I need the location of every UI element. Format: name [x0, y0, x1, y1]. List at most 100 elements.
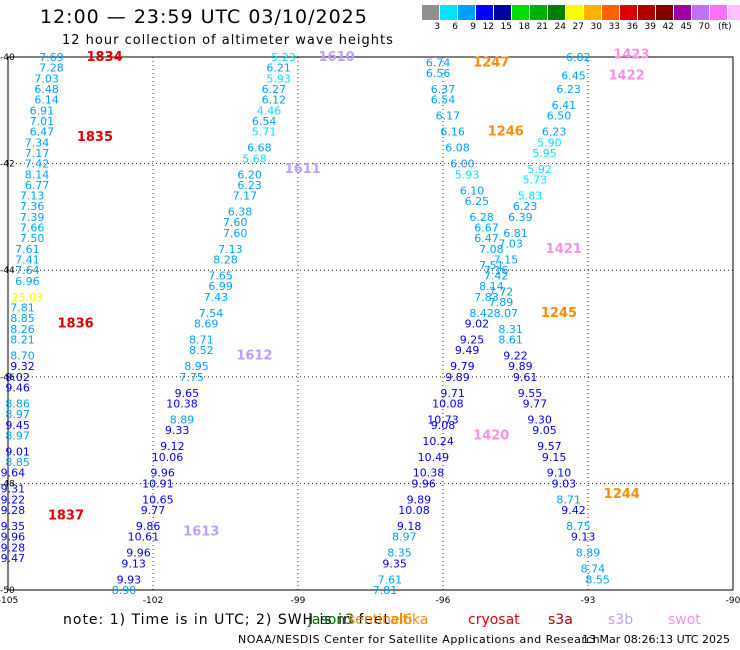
swh-data-label: 9.46 — [5, 381, 30, 394]
legend-label: 21 — [536, 22, 548, 32]
swh-data-label: 9.89 — [407, 493, 432, 506]
swh-data-label: 7.72 — [489, 286, 514, 299]
swh-data-label: 7.69 — [39, 51, 64, 64]
swh-data-label: 5.68 — [242, 152, 267, 165]
legend-swatch — [656, 5, 674, 20]
swh-data-label: 9.32 — [10, 360, 35, 373]
chart-title: 12:00 — 23:59 UTC 03/10/2025 — [40, 6, 368, 28]
satellite-legend-cryosat: cryosat — [468, 612, 520, 628]
swh-data-label: 9.08 — [431, 419, 456, 432]
swh-data-label: 6.47 — [30, 126, 55, 139]
y-tick-label: -50 — [0, 586, 15, 596]
swh-data-label: 8.75 — [566, 520, 591, 533]
time-label: 1612 — [236, 348, 272, 363]
swh-data-label: 6.23 — [556, 83, 581, 96]
swh-data-label: 9.10 — [547, 467, 572, 480]
swh-data-label: 9.22 — [503, 349, 528, 362]
swh-data-label: 7.41 — [15, 254, 40, 267]
swh-data-label: 8.42 — [469, 307, 494, 320]
plot-frame — [7, 56, 734, 591]
time-label: 1247 — [473, 55, 509, 70]
satellite-legend-jason3: jason3 — [308, 612, 355, 628]
swh-data-label: 6.16 — [440, 126, 465, 139]
swh-data-label: 8.21 — [10, 333, 35, 346]
legend-swatch — [620, 5, 638, 20]
swh-data-label: 8.70 — [10, 349, 35, 362]
swh-data-label: 7.60 — [223, 216, 248, 229]
swh-data-label: 7.65 — [208, 270, 233, 283]
swh-data-label: 6.54 — [252, 115, 277, 128]
swh-data-label: 9.71 — [440, 387, 465, 400]
swh-data-label: 5.95 — [532, 147, 557, 160]
swh-data-label: 9.96 — [411, 477, 436, 490]
swh-data-label: 9.42 — [561, 504, 586, 517]
swh-data-label: 9.61 — [513, 371, 538, 384]
swh-data-label: 6.39 — [508, 211, 533, 224]
swh-data-label: 9.01 — [5, 445, 30, 458]
swh-data-label: 5.83 — [518, 190, 543, 203]
swh-data-label: 5.90 — [537, 136, 562, 149]
time-label: 1244 — [604, 487, 640, 502]
swh-data-label: 7.03 — [498, 238, 523, 251]
swh-data-label: 25.03 — [12, 291, 44, 304]
swh-data-label: 9.25 — [460, 333, 485, 346]
swh-data-label: 9.02 — [5, 371, 30, 384]
swh-data-label: 5.23 — [271, 51, 296, 64]
legend-label: 6 — [452, 22, 458, 32]
swh-data-label: 7.36 — [20, 200, 45, 213]
legend-swatch — [476, 5, 494, 20]
swh-data-label: 9.93 — [117, 573, 142, 586]
swh-data-label: 9.12 — [160, 440, 185, 453]
satellite-legend-altika: altika — [390, 612, 429, 628]
swh-data-label: 6.45 — [561, 70, 586, 83]
swh-data-label: 9.89 — [445, 371, 470, 384]
swh-data-label: 8.28 — [213, 254, 238, 267]
swh-data-label: 8.26 — [10, 323, 35, 336]
legend-swatch — [548, 5, 566, 20]
x-tick-label: -90 — [726, 596, 740, 606]
swh-data-label: 8.35 — [387, 547, 412, 560]
swh-data-label: 8.31 — [498, 323, 523, 336]
swh-data-label: 9.05 — [532, 424, 557, 437]
swh-data-label: 5.93 — [266, 72, 291, 85]
swh-data-label: 6.56 — [426, 67, 451, 80]
swh-data-label: 9.22 — [1, 493, 26, 506]
time-label: 1423 — [613, 47, 649, 62]
legend-swatch — [530, 5, 548, 20]
legend-swatch — [728, 5, 740, 20]
swh-data-label: 6.08 — [445, 142, 470, 155]
legend-swatch — [512, 5, 530, 20]
swh-data-label: 6.68 — [247, 142, 272, 155]
color-scale-labels: 3 6 9 12 15 18 21 24 27 30 33 36 39 42 45 70 — [422, 22, 710, 32]
swh-data-label: 10.38 — [166, 397, 198, 410]
x-tick-label: -102 — [143, 596, 163, 606]
swh-data-label: 9.28 — [1, 541, 26, 554]
y-tick-label: -48 — [0, 479, 15, 489]
swh-data-label: 7.34 — [25, 136, 50, 149]
swh-data-label: 7.64 — [15, 264, 40, 277]
legend-label: 36 — [626, 22, 638, 32]
swh-data-label: 7.51 — [479, 259, 504, 272]
swh-data-label: 7.42 — [25, 158, 50, 171]
swh-data-label: 8.07 — [494, 307, 519, 320]
x-tick-label: -96 — [436, 596, 451, 606]
swh-data-label: 6.14 — [34, 94, 59, 107]
swh-data-label: 9.96 — [126, 547, 151, 560]
swh-data-label: 7.89 — [489, 296, 514, 309]
swh-data-label: 9.35 — [1, 520, 26, 533]
swh-data-label: 6.37 — [431, 83, 456, 96]
swh-data-label: 6.23 — [513, 200, 538, 213]
x-tick-label: -99 — [291, 596, 306, 606]
swh-data-label: 6.54 — [431, 94, 456, 107]
time-label: 1611 — [285, 162, 321, 177]
swh-data-label: 7.39 — [20, 211, 45, 224]
swh-data-label: 6.74 — [426, 56, 451, 69]
swh-data-label: 8.14 — [479, 280, 504, 293]
time-label: 1420 — [473, 428, 509, 443]
y-tick-label: -40 — [0, 53, 15, 63]
swh-data-label: 4.46 — [257, 104, 282, 117]
footer-credit: NOAA/NESDIS Center for Satellite Applica… — [238, 633, 601, 646]
swh-data-label: 9.45 — [5, 419, 30, 432]
satellite-legend-swot: swot — [668, 612, 701, 628]
legend-swatch — [440, 5, 458, 20]
